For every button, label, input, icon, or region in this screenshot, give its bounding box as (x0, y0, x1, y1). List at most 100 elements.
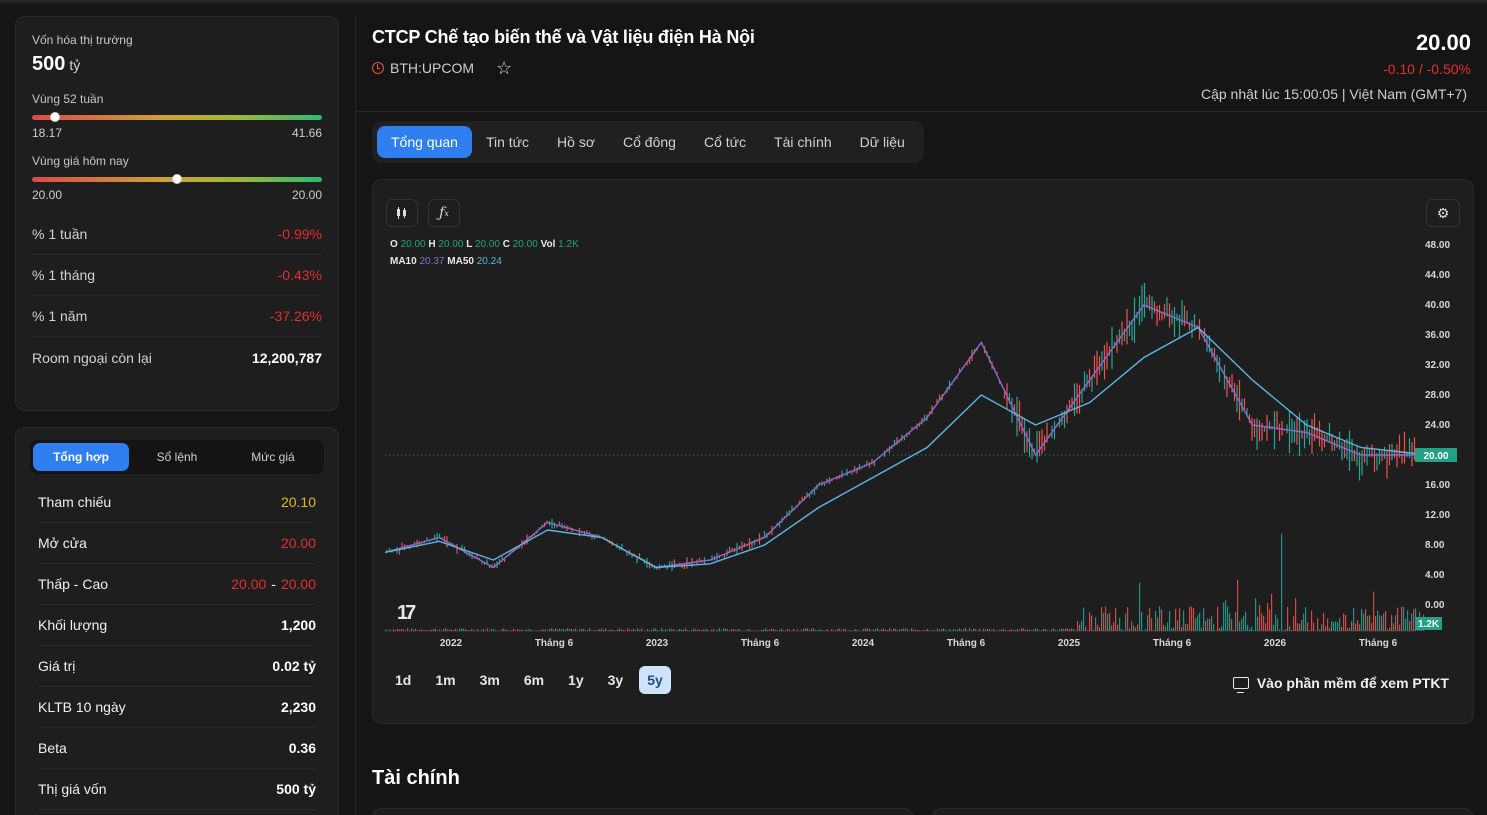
volume-bar (595, 630, 597, 631)
volume-bar (1069, 629, 1071, 631)
volume-bar (1013, 630, 1015, 631)
volume-bar (1099, 627, 1101, 631)
volume-bar (1359, 624, 1361, 631)
ptkt-link[interactable]: Vào phần mềm để xem PTKT (1232, 675, 1449, 693)
range-6m[interactable]: 6m (523, 672, 545, 688)
range-1y[interactable]: 1y (568, 672, 584, 688)
volume-bar (1243, 615, 1245, 631)
tab-news[interactable]: Tin tức (485, 134, 530, 150)
candlestick-icon[interactable] (386, 199, 418, 227)
volume-bar (1033, 629, 1035, 631)
summary-value: 20.00 (280, 535, 316, 551)
volume-bar (763, 629, 765, 631)
volume-bar (1391, 615, 1393, 631)
volume-bar (1067, 628, 1069, 631)
volume-bar (1389, 627, 1391, 631)
range-52-week: Vùng 52 tuần 18.17 41.66 (32, 92, 322, 140)
volume-bar (521, 629, 523, 631)
monitor-icon (1232, 677, 1249, 693)
volume-bar (1383, 613, 1385, 631)
range-5y[interactable]: 5y (639, 666, 671, 694)
tab-data[interactable]: Dữ liệu (859, 134, 905, 150)
section-title-financials: Tài chính (372, 767, 460, 789)
volume-bar (749, 629, 751, 631)
update-time: Cập nhật lúc 15:00:05 | Việt Nam (GMT+7) (1200, 86, 1467, 102)
volume-bar (1403, 607, 1405, 631)
tab-profile[interactable]: Hồ sơ (557, 134, 596, 150)
range-3y[interactable]: 3y (607, 672, 624, 688)
tab-shareholders[interactable]: Cổ đông (623, 134, 676, 150)
volume-bar (949, 629, 951, 631)
volume-bar (1209, 618, 1211, 631)
gear-icon[interactable]: ⚙ (1426, 199, 1460, 227)
volume-bar (925, 629, 927, 631)
volume-bar (887, 630, 889, 631)
volume-bar (1273, 624, 1275, 631)
volume-bar (1301, 620, 1303, 631)
range-today-label: Vùng giá hôm nay (32, 154, 129, 168)
candlestick-glyph (397, 207, 406, 219)
volume-bar (809, 630, 811, 631)
volume-bar (853, 630, 855, 631)
range-52-marker (50, 112, 61, 122)
volume-bar (789, 629, 791, 631)
volume-bar (1311, 610, 1313, 631)
tab-dividends[interactable]: Cổ tức (703, 134, 747, 150)
volume-bar (1203, 608, 1205, 631)
volume-bar (605, 628, 607, 631)
tab-order-book[interactable]: Sổ lệnh (156, 450, 198, 464)
range-today-marker (172, 174, 182, 184)
volume-bar (979, 628, 981, 631)
price-chart[interactable]: 48.00 44.00 40.00 36.00 32.00 28.00 24.00 20.00… (385, 235, 1463, 655)
range-3m[interactable]: 3m (479, 672, 500, 688)
stat-value: -0.99% (277, 226, 322, 242)
volume-bar (1121, 628, 1123, 631)
volume-bar (1001, 629, 1003, 631)
stat-row: % 1 tháng -0.43% (32, 255, 322, 296)
volume-bar (1093, 629, 1095, 631)
stats-list: % 1 tuần -0.99% % 1 tháng -0.43% % 1 năm -3… (32, 214, 322, 378)
tab-overview[interactable]: Tổng quan (377, 126, 472, 158)
volume-bar (1293, 616, 1295, 631)
volume-bar (1373, 591, 1375, 631)
volume-bar (501, 629, 503, 631)
volume-bar (1111, 625, 1113, 631)
summary-label: KLTB 10 ngày (38, 699, 126, 715)
volume-bar (1107, 614, 1109, 631)
volume-bar (1095, 617, 1097, 631)
volume-bar (1253, 630, 1255, 631)
star-icon[interactable]: ☆ (496, 58, 513, 78)
range-1d[interactable]: 1d (395, 672, 412, 688)
volume-bar (559, 628, 561, 631)
y-tick-label: 36.00 (1425, 330, 1450, 341)
volume-bar (737, 629, 739, 631)
summary-label: Giá trị (38, 658, 76, 674)
volume-bar (1397, 607, 1399, 631)
range-52-bar (32, 112, 322, 122)
range-1m[interactable]: 1m (435, 672, 456, 688)
tab-price-levels[interactable]: Mức giá (251, 450, 295, 464)
volume-bar (731, 629, 733, 631)
volume-bar (1387, 629, 1389, 631)
volume-bar (835, 630, 837, 631)
tab-summary[interactable]: Tổng hợp (33, 443, 129, 471)
volume-bar (693, 628, 695, 631)
volume-bar (801, 629, 803, 631)
volume-bar (953, 628, 955, 631)
volume-bar (1165, 626, 1167, 631)
volume-bar (627, 628, 629, 631)
volume-bar (961, 629, 963, 631)
volume-bar (1149, 608, 1151, 631)
summary-tabs: Tổng hợp Sổ lệnh Mức giá (30, 440, 324, 474)
volume-bar (1047, 630, 1049, 631)
volume-bar (1127, 607, 1129, 631)
volume-bar (463, 628, 465, 631)
tab-financials[interactable]: Tài chính (774, 134, 832, 150)
volume-bar (517, 629, 519, 631)
stat-row: % 1 tuần -0.99% (32, 214, 322, 255)
range-52-low: 18.17 (32, 126, 63, 140)
volume-bar (551, 628, 553, 631)
market-cap-value: 500 (32, 53, 66, 75)
volume-bar (531, 630, 533, 631)
